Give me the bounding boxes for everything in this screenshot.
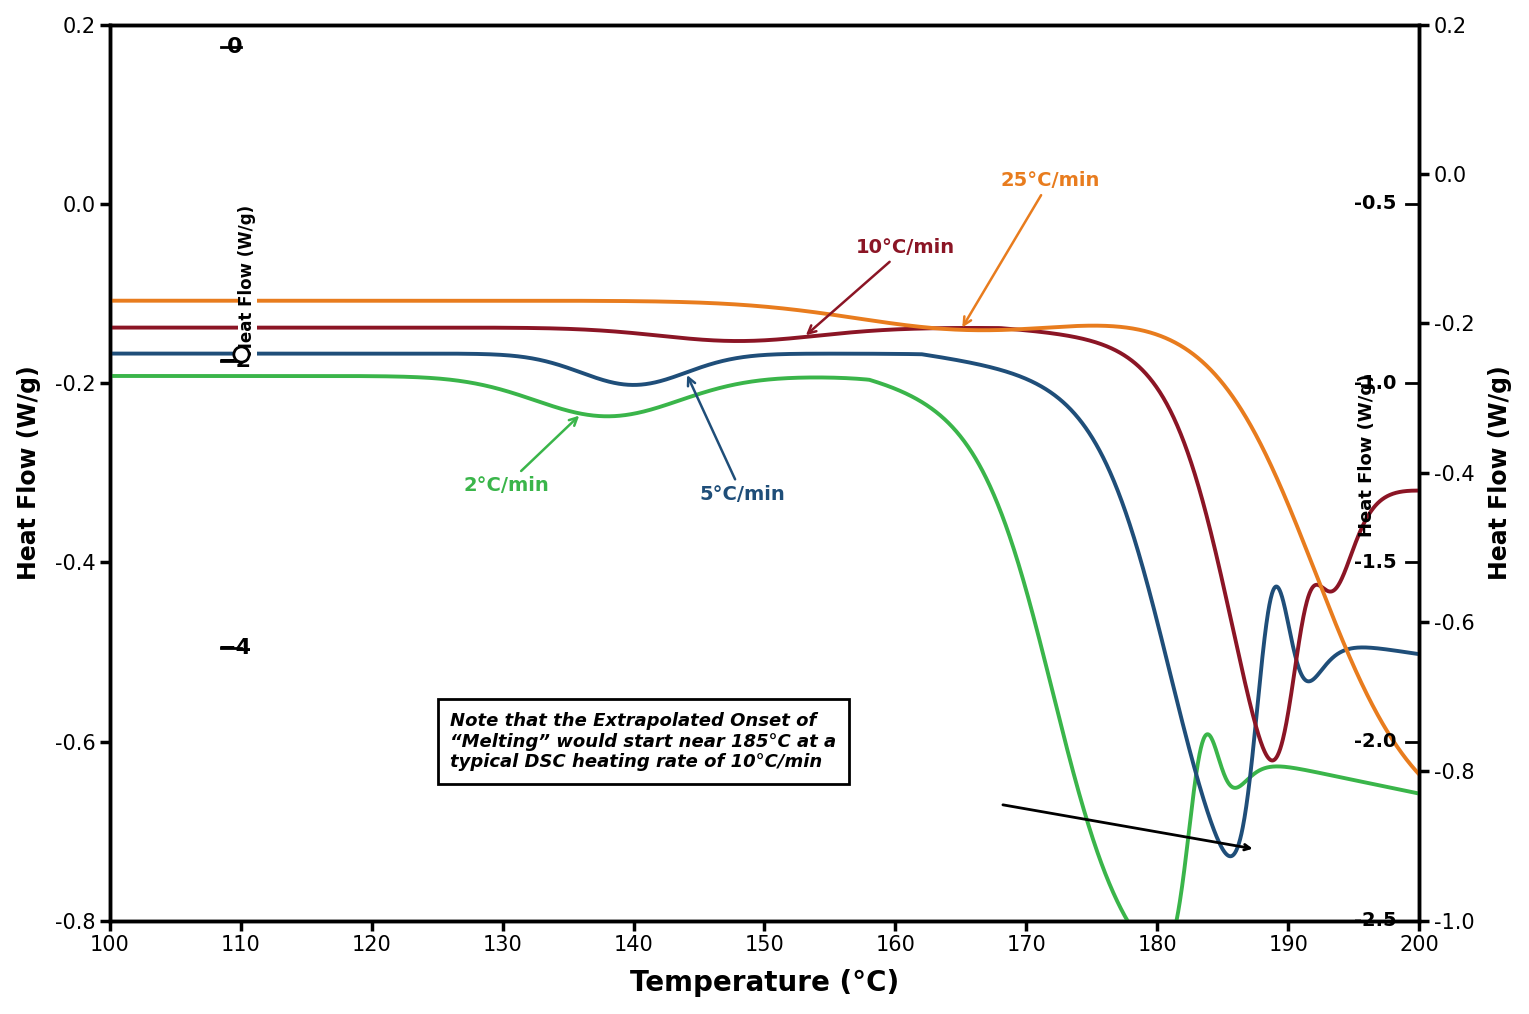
Y-axis label: Heat Flow (W/g): Heat Flow (W/g): [1488, 365, 1512, 580]
Text: 10°C/min: 10°C/min: [807, 238, 956, 334]
Text: Heat Flow (W/g): Heat Flow (W/g): [1358, 373, 1376, 536]
Text: 0: 0: [226, 38, 242, 57]
X-axis label: Temperature (°C): Temperature (°C): [630, 969, 899, 998]
Text: 5°C/min: 5°C/min: [688, 377, 784, 504]
Text: -2.5: -2.5: [1355, 912, 1398, 931]
Text: Note that the Extrapolated Onset of
“Melting” would start near 185°C at a
typica: Note that the Extrapolated Onset of “Mel…: [450, 712, 836, 772]
Text: −2: −2: [217, 351, 251, 371]
Y-axis label: Heat Flow (W/g): Heat Flow (W/g): [17, 365, 41, 580]
Text: Heat Flow (W/g): Heat Flow (W/g): [239, 205, 257, 356]
Text: −4: −4: [217, 638, 251, 657]
Text: -0.5: -0.5: [1355, 195, 1398, 213]
Text: 2°C/min: 2°C/min: [463, 418, 576, 495]
Text: 25°C/min: 25°C/min: [963, 171, 1099, 325]
Text: -2.0: -2.0: [1355, 732, 1398, 751]
Text: -1.5: -1.5: [1355, 553, 1398, 572]
Text: -1.0: -1.0: [1355, 373, 1398, 392]
